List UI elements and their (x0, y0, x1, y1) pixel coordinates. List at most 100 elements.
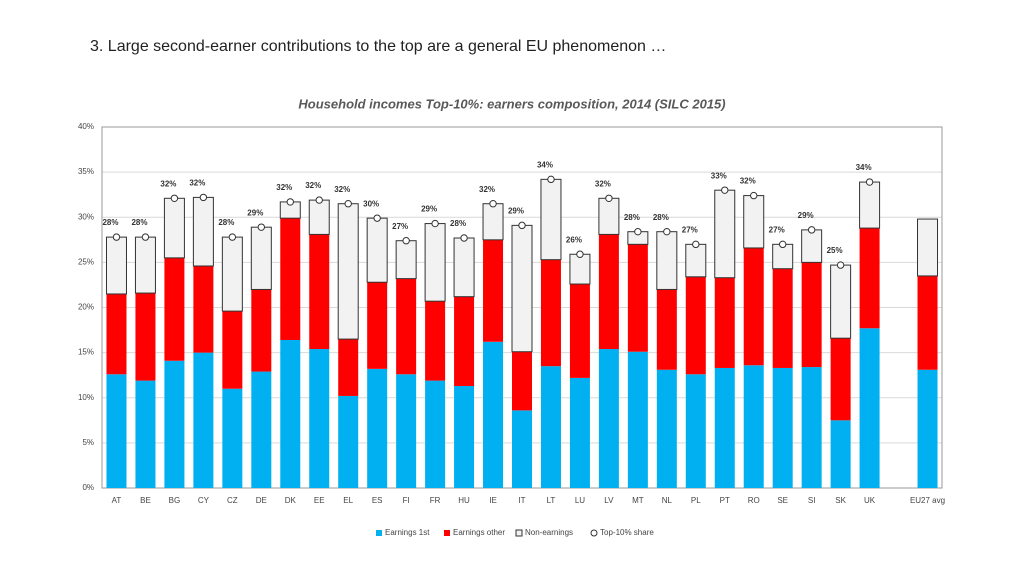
x-tick-label: ES (372, 496, 383, 505)
bar-segment (801, 229, 823, 263)
bar-segment (569, 377, 590, 488)
share-marker (605, 194, 613, 202)
bar-segment (106, 374, 127, 488)
y-tick-label: 40% (78, 122, 94, 131)
x-tick-label: PT (720, 496, 730, 505)
bar-segment (859, 228, 880, 329)
bar-segment (917, 218, 939, 277)
bar-segment (222, 388, 243, 488)
share-marker (228, 233, 237, 241)
bar-segment (511, 224, 533, 353)
data-label: 28% (624, 213, 640, 222)
share-marker (112, 233, 121, 241)
x-tick-label: FI (403, 496, 410, 505)
x-tick-label: EE (314, 496, 325, 505)
x-tick-label: SE (777, 496, 788, 505)
y-tick-label: 30% (78, 212, 94, 221)
x-tick-label: DE (256, 496, 267, 505)
x-tick-label: PL (691, 496, 701, 505)
bar-segment (193, 265, 214, 353)
x-tick-label: SI (808, 496, 816, 505)
bar-segment (222, 311, 243, 389)
data-label: 32% (595, 179, 611, 188)
data-label: 27% (769, 225, 785, 234)
bar-segment (424, 223, 446, 302)
bar-segment (627, 244, 648, 352)
x-tick-label: LT (547, 496, 556, 505)
bar-segment (221, 236, 243, 312)
data-label: 29% (421, 205, 437, 214)
x-tick-label: SK (835, 496, 846, 505)
bar-segment (685, 374, 706, 488)
x-tick-label: CZ (227, 496, 238, 505)
bar-segment (193, 352, 214, 488)
y-tick-label: 20% (78, 303, 94, 312)
bar-segment (569, 284, 590, 378)
data-label: 25% (827, 246, 843, 255)
bar-segment (598, 349, 619, 488)
bar-segment (714, 277, 735, 368)
bar-segment (483, 341, 504, 488)
bar-segment (569, 253, 591, 285)
bar-segment (309, 234, 330, 350)
data-label: 28% (450, 219, 466, 228)
data-label: 32% (305, 181, 321, 190)
bar-segment (801, 262, 822, 368)
share-marker (344, 200, 352, 208)
bar-segment (656, 369, 677, 488)
y-tick-label: 5% (82, 438, 94, 447)
data-label: 32% (479, 185, 495, 194)
x-tick-label: AT (112, 496, 122, 505)
x-tick-label: IE (489, 496, 497, 505)
share-marker (170, 194, 179, 202)
bar-segment (598, 197, 620, 235)
x-tick-label: DK (285, 496, 297, 505)
bar-segment (859, 328, 880, 488)
bar-segment (453, 237, 475, 298)
share-marker (721, 186, 729, 194)
share-marker (750, 191, 758, 200)
data-label: 28% (131, 218, 147, 227)
data-label: 33% (711, 171, 727, 180)
bar-segment (308, 199, 330, 235)
bar-segment (367, 368, 388, 488)
bar-segment (917, 275, 938, 370)
x-tick-label: BE (140, 496, 151, 505)
share-marker (865, 178, 874, 186)
x-tick-label: BG (169, 496, 181, 505)
data-label: 28% (102, 218, 118, 227)
bar-segment (425, 380, 446, 488)
x-tick-label: RO (748, 496, 760, 505)
bar-segment (454, 386, 475, 488)
share-marker (199, 193, 208, 202)
share-marker (489, 200, 497, 208)
share-marker (663, 227, 671, 236)
legend-label: Earnings other (453, 528, 505, 537)
x-tick-label: EU27 avg (910, 496, 945, 505)
bar-segment (743, 247, 764, 366)
bar-segment (830, 264, 852, 339)
bar-segment (656, 289, 677, 370)
data-label: 29% (798, 211, 814, 220)
bar-segment (685, 276, 706, 375)
data-label: 27% (392, 222, 408, 231)
data-label: 32% (189, 179, 205, 188)
share-marker (836, 261, 845, 269)
x-tick-label: EL (343, 496, 353, 505)
bar-segment (135, 293, 156, 381)
x-tick-label: UK (864, 496, 876, 505)
bar-segment (395, 240, 417, 280)
share-marker (373, 214, 381, 222)
x-tick-label: IT (518, 496, 525, 505)
share-marker (692, 240, 700, 249)
share-marker (257, 223, 266, 231)
data-label: 34% (537, 160, 553, 169)
y-tick-label: 0% (82, 483, 94, 492)
page-heading: 3. Large second-earner contributions to … (90, 38, 666, 55)
legend-label: Top-10% share (600, 528, 654, 537)
share-marker (778, 240, 787, 249)
data-label: 32% (160, 179, 176, 188)
y-tick-label: 25% (78, 257, 94, 266)
bar-segment (685, 243, 707, 278)
bar-segment (801, 367, 822, 488)
